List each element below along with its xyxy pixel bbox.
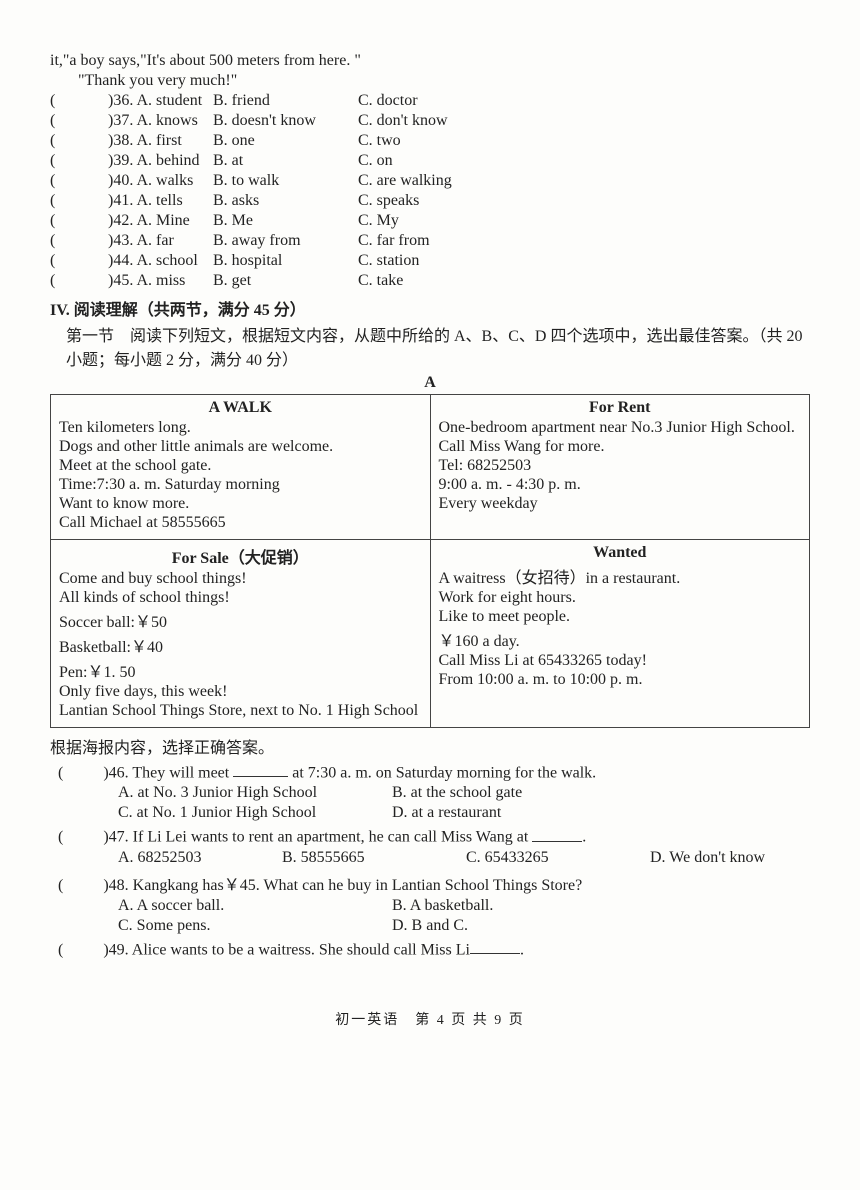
- cloze-row: ( )41. A. tells B. asks C. speaks: [50, 192, 810, 210]
- q46-d: D. at a restaurant: [392, 804, 642, 822]
- q48: ()48. Kangkang has￥45. What can he buy i…: [58, 871, 810, 935]
- q49-stem-b: .: [520, 941, 524, 958]
- sale-line: Come and buy school things!: [59, 570, 422, 588]
- q47-stem-b: .: [582, 829, 586, 846]
- cell-walk: A WALK Ten kilometers long. Dogs and oth…: [51, 395, 431, 540]
- wanted-line: Call Miss Li at 65433265 today!: [439, 652, 802, 670]
- cloze-row: ( )36. A. student B. friend C. doctor: [50, 92, 810, 110]
- q49-stem-a: )49. Alice wants to be a waitress. She s…: [103, 941, 470, 958]
- section-iv-sub: 第一节 阅读下列短文，根据短文内容，从题中所给的 A、B、C、D 四个选项中，选…: [66, 322, 810, 370]
- walk-line: Time:7:30 a. m. Saturday morning: [59, 476, 422, 494]
- q48-a: A. A soccer ball.: [118, 897, 388, 915]
- sale-line: Soccer ball:￥50: [59, 608, 422, 632]
- after-table-instr: 根据海报内容，选择正确答案。: [50, 734, 810, 758]
- rent-line: 9:00 a. m. - 4:30 p. m.: [439, 476, 802, 494]
- cloze-row: ( )39. A. behind B. at C. on: [50, 152, 810, 170]
- sale-line: All kinds of school things!: [59, 589, 422, 607]
- q46-b: B. at the school gate: [392, 784, 642, 802]
- walk-title: A WALK: [59, 399, 422, 417]
- q48-b: B. A basketball.: [392, 897, 642, 915]
- walk-line: Dogs and other little animals are welcom…: [59, 438, 422, 456]
- page-footer: 初一英语 第 4 页 共 9 页: [50, 1009, 810, 1029]
- walk-line: Call Michael at 58555665: [59, 514, 422, 532]
- reading-table: A WALK Ten kilometers long. Dogs and oth…: [50, 394, 810, 728]
- q-num: )36. A. student: [108, 92, 213, 110]
- passage-line-2: "Thank you very much!": [78, 72, 810, 90]
- sale-title: For Sale（大促销）: [59, 544, 422, 568]
- cloze-block: ( )36. A. student B. friend C. doctor ( …: [50, 92, 810, 290]
- q46-c: C. at No. 1 Junior High School: [118, 804, 388, 822]
- wanted-title: Wanted: [439, 544, 802, 562]
- sale-line: Basketball:￥40: [59, 633, 422, 657]
- q48-d: D. B and C.: [392, 917, 642, 935]
- q46-a: A. at No. 3 Junior High School: [118, 784, 388, 802]
- passage-letter-a: A: [50, 374, 810, 392]
- walk-line: Want to know more.: [59, 495, 422, 513]
- q47: ()47. If Li Lei wants to rent an apartme…: [58, 826, 810, 866]
- cell-rent: For Rent One-bedroom apartment near No.3…: [430, 395, 810, 540]
- blank-underline: [470, 939, 520, 954]
- walk-line: Meet at the school gate.: [59, 457, 422, 475]
- paren-open: (: [50, 92, 68, 110]
- sale-line: Only five days, this week!: [59, 683, 422, 701]
- q48-stem: )48. Kangkang has￥45. What can he buy in…: [103, 877, 582, 894]
- q47-d: D. We don't know: [650, 849, 765, 867]
- rent-line: Tel: 68252503: [439, 457, 802, 475]
- sale-line: Lantian School Things Store, next to No.…: [59, 702, 422, 720]
- rent-line: Every weekday: [439, 495, 802, 513]
- passage-line-1: it,"a boy says,"It's about 500 meters fr…: [50, 52, 810, 70]
- section-iv-head: IV. 阅读理解（共两节，满分 45 分）: [50, 296, 810, 320]
- exam-page: it,"a boy says,"It's about 500 meters fr…: [0, 0, 860, 1190]
- q46-stem-b: at 7:30 a. m. on Saturday morning for th…: [288, 764, 596, 781]
- q48-c: C. Some pens.: [118, 917, 388, 935]
- q46-stem-a: )46. They will meet: [103, 764, 233, 781]
- wanted-line: ￥160 a day.: [439, 627, 802, 651]
- wanted-line: Like to meet people.: [439, 608, 802, 626]
- sale-line: Pen:￥1. 50: [59, 658, 422, 682]
- q47-b: B. 58555665: [282, 849, 432, 867]
- rent-line: One-bedroom apartment near No.3 Junior H…: [439, 419, 802, 437]
- cloze-row: ( )45. A. miss B. get C. take: [50, 272, 810, 290]
- cell-sale: For Sale（大促销） Come and buy school things…: [51, 540, 431, 728]
- q49: ()49. Alice wants to be a waitress. She …: [58, 939, 810, 959]
- blank-underline: [233, 762, 288, 777]
- rent-title: For Rent: [439, 399, 802, 417]
- cell-wanted: Wanted A waitress（女招待）in a restaurant. W…: [430, 540, 810, 728]
- q47-c: C. 65433265: [466, 849, 616, 867]
- cloze-row: ( )43. A. far B. away from C. far from: [50, 232, 810, 250]
- q47-stem-a: )47. If Li Lei wants to rent an apartmen…: [103, 829, 532, 846]
- wanted-line: From 10:00 a. m. to 10:00 p. m.: [439, 671, 802, 689]
- wanted-line: A waitress（女招待）in a restaurant.: [439, 564, 802, 588]
- q46: ()46. They will meet at 7:30 a. m. on Sa…: [58, 762, 810, 822]
- cloze-row: ( )38. A. first B. one C. two: [50, 132, 810, 150]
- walk-line: Ten kilometers long.: [59, 419, 422, 437]
- blank-underline: [532, 826, 582, 841]
- wanted-line: Work for eight hours.: [439, 589, 802, 607]
- opt-c: C. doctor: [358, 92, 508, 110]
- cloze-row: ( )42. A. Mine B. Me C. My: [50, 212, 810, 230]
- opt-b: B. friend: [213, 92, 358, 110]
- cloze-row: ( )44. A. school B. hospital C. station: [50, 252, 810, 270]
- rent-line: Call Miss Wang for more.: [439, 438, 802, 456]
- q47-a: A. 68252503: [118, 849, 248, 867]
- cloze-row: ( )40. A. walks B. to walk C. are walkin…: [50, 172, 810, 190]
- cloze-row: ( )37. A. knows B. doesn't know C. don't…: [50, 112, 810, 130]
